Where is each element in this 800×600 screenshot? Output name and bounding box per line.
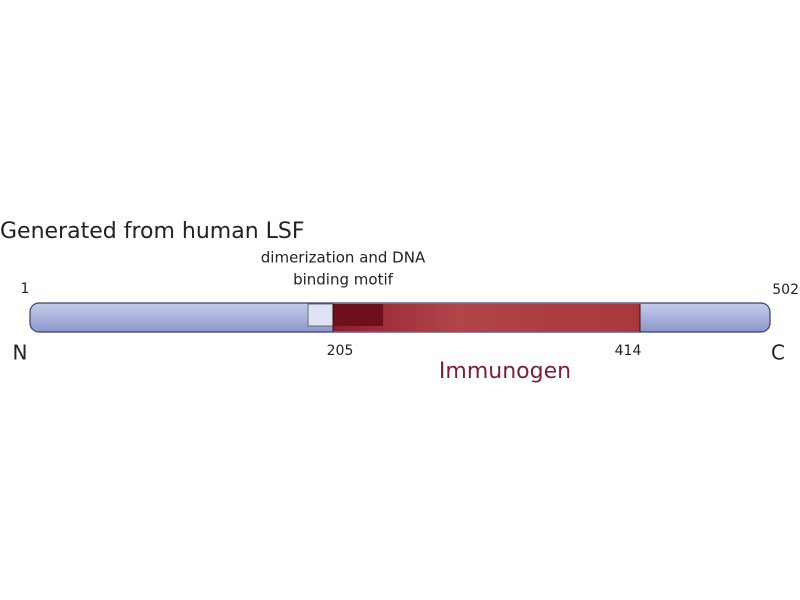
motif-region [307, 303, 334, 327]
end-position: 502 [772, 282, 799, 298]
start-position: 1 [21, 281, 30, 297]
immunogen-region [333, 304, 640, 331]
motif-label: binding motif [293, 271, 394, 289]
immunogen-label: Immunogen [439, 359, 571, 384]
title: Generated from human LSF [0, 219, 305, 244]
immunogen-start: 205 [327, 343, 354, 359]
c-terminus: C [771, 341, 785, 365]
motif-label: dimerization and DNA [261, 249, 426, 267]
immunogen-end: 414 [615, 343, 642, 359]
motif-immunogen-overlap [333, 304, 383, 326]
n-terminus: N [13, 341, 28, 365]
